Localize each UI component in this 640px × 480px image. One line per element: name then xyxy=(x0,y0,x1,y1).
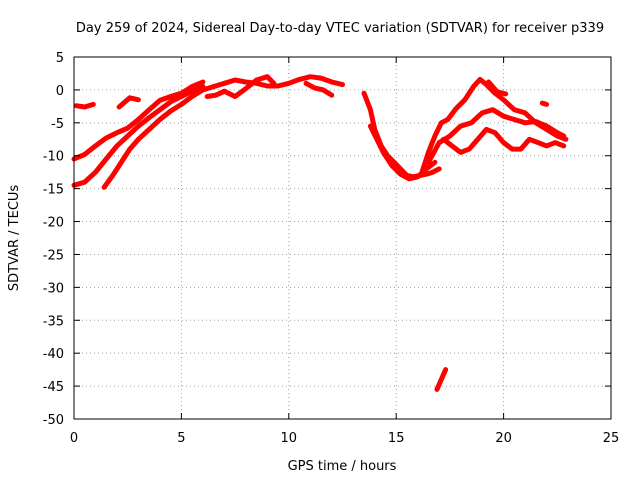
x-tick-label: 0 xyxy=(70,431,78,446)
y-tick-label: -25 xyxy=(43,248,64,263)
series-arc-2 xyxy=(71,79,206,162)
chart-title: Day 259 of 2024, Sidereal Day-to-day VTE… xyxy=(76,21,604,36)
axis-ticks xyxy=(73,56,612,420)
y-axis-label: SDTVAR / TECUs xyxy=(7,185,22,292)
series-arc-8 xyxy=(303,80,335,98)
y-tick-label: 0 xyxy=(56,84,64,99)
x-tick-label: 25 xyxy=(603,431,620,446)
y-tick-label: -30 xyxy=(43,281,64,296)
series-arc-14 xyxy=(486,79,509,97)
series-arc-5 xyxy=(116,95,141,110)
series-arc-1 xyxy=(73,101,96,110)
y-tick-label: -35 xyxy=(43,314,64,329)
plot-frame xyxy=(73,56,612,420)
series-arc-15 xyxy=(539,100,550,107)
y-tick-label: -50 xyxy=(43,413,64,428)
x-tick-labels: 0 5 10 15 20 25 xyxy=(70,431,619,446)
y-tick-label: -5 xyxy=(51,117,64,132)
series-arc-3 xyxy=(71,84,206,188)
x-tick-label: 5 xyxy=(177,431,185,446)
y-tick-label: -40 xyxy=(43,347,64,362)
data-traces xyxy=(71,74,569,392)
y-tick-labels: 5 0 -5 -10 -15 -20 -25 -30 -35 -40 -45 -50 xyxy=(43,51,64,428)
series-arc-4 xyxy=(101,84,217,190)
series-arc-7 xyxy=(204,74,277,99)
series-arc-12 xyxy=(425,107,567,165)
y-tick-label: -10 xyxy=(43,150,64,165)
x-tick-label: 15 xyxy=(388,431,405,446)
y-tick-label: -45 xyxy=(43,380,64,395)
y-tick-label: -20 xyxy=(43,216,64,231)
x-axis-label: GPS time / hours xyxy=(288,459,397,474)
x-tick-label: 10 xyxy=(281,431,298,446)
y-tick-label: 5 xyxy=(56,51,64,66)
series-arc-6 xyxy=(211,74,345,90)
series-arc-16 xyxy=(434,367,449,392)
series-arc-13 xyxy=(441,126,567,155)
x-tick-label: 20 xyxy=(495,431,512,446)
y-tick-label: -15 xyxy=(43,183,64,198)
